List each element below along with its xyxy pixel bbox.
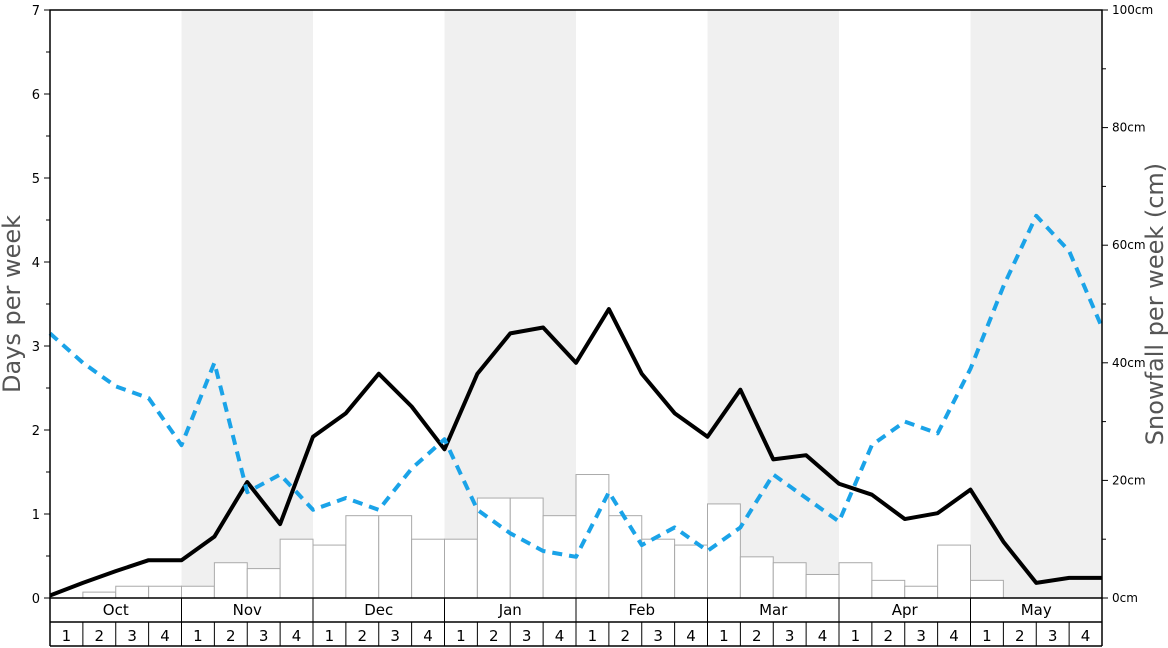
snowfall-bar <box>970 579 1004 599</box>
week-label: 2 <box>752 627 762 645</box>
left-axis: 0 1 2 3 4 5 6 7 <box>32 4 50 607</box>
snowfall-dashed-line <box>48 213 1104 559</box>
snowfall-bar <box>444 538 478 599</box>
x-axis: Oct Nov Dec Jan Feb Mar Apr May 1 2 3 4 1 2 3 4 1 2 3 4 1 2 3 4… <box>49 598 1103 647</box>
week-label: 1 <box>851 627 861 645</box>
week-label: 3 <box>1048 627 1058 645</box>
week-label: 1 <box>456 627 466 645</box>
month-label: Mar <box>759 601 788 619</box>
week-label: 2 <box>226 627 236 645</box>
snowfall-bar <box>674 544 708 599</box>
left-tick-label: 7 <box>32 4 40 19</box>
snowfall-bar <box>871 579 906 599</box>
left-tick-label: 4 <box>32 256 40 271</box>
week-label: 4 <box>423 627 433 645</box>
right-axis: 0cm 20cm 40cm 60cm 80cm 100cm <box>1102 3 1153 605</box>
week-label: 3 <box>259 627 269 645</box>
month-label: Dec <box>364 601 393 619</box>
week-label: 4 <box>555 627 565 645</box>
month-shading <box>181 10 1102 598</box>
snowfall-bar <box>213 562 248 599</box>
week-label: 4 <box>292 627 302 645</box>
month-label: Feb <box>628 601 655 619</box>
month-label: May <box>1021 601 1052 619</box>
snow-days-line <box>49 307 1102 598</box>
snowfall-bar <box>279 538 314 599</box>
snowfall-bar <box>411 538 445 599</box>
week-label: 4 <box>818 627 828 645</box>
y2-axis-title: Snowfall per week (cm) <box>1141 163 1168 445</box>
data-lines <box>48 213 1104 598</box>
week-label: 4 <box>949 627 959 645</box>
snowfall-bar <box>707 503 741 599</box>
week-label: 1 <box>982 627 992 645</box>
left-tick-label: 1 <box>32 508 40 523</box>
snowfall-bar <box>904 585 939 599</box>
week-label: 1 <box>325 627 335 645</box>
snowfall-bars <box>82 474 1004 599</box>
snowfall-bar <box>805 573 840 599</box>
week-label: 3 <box>785 627 795 645</box>
y-axis-title: Days per week <box>0 215 26 393</box>
snowfall-bar <box>115 585 150 599</box>
week-label: 1 <box>193 627 203 645</box>
week-label: 2 <box>884 627 894 645</box>
snowfall-bar <box>608 515 643 599</box>
snowfall-bar <box>345 515 380 599</box>
snowfall-bar <box>838 562 873 599</box>
month-label: Jan <box>498 601 522 619</box>
week-label: 2 <box>358 627 368 645</box>
snowfall-bar <box>312 544 347 599</box>
week-label: 2 <box>621 627 631 645</box>
left-tick-label: 6 <box>32 88 40 103</box>
snowfall-bar <box>148 585 182 599</box>
snowfall-bar <box>739 556 774 599</box>
week-label: 1 <box>588 627 598 645</box>
week-label: 2 <box>489 627 499 645</box>
snowfall-bar <box>181 585 215 599</box>
snowfall-bar <box>246 568 281 599</box>
right-tick-label: 40cm <box>1112 356 1146 370</box>
snowfall-bar <box>641 538 676 599</box>
right-tick-label: 0cm <box>1112 591 1138 605</box>
right-tick-label: 20cm <box>1112 473 1146 487</box>
week-label: 4 <box>160 627 170 645</box>
month-label: Nov <box>233 601 262 619</box>
snowfall-bar <box>575 474 610 599</box>
snowfall-bar <box>772 562 807 599</box>
month-shade-may <box>970 10 1102 598</box>
week-label: 3 <box>522 627 532 645</box>
snowfall-bar <box>937 544 971 599</box>
snowfall-bar <box>82 591 117 599</box>
right-tick-label: 80cm <box>1112 121 1146 135</box>
week-label: 4 <box>686 627 696 645</box>
week-label: 2 <box>95 627 105 645</box>
week-label: 2 <box>1015 627 1025 645</box>
week-label: 3 <box>390 627 400 645</box>
week-label: 3 <box>653 627 663 645</box>
week-label: 3 <box>916 627 926 645</box>
week-label: 4 <box>1081 627 1091 645</box>
month-shade-mar <box>707 10 839 598</box>
week-label: 1 <box>719 627 729 645</box>
month-label: Oct <box>103 601 129 619</box>
right-tick-label: 60cm <box>1112 238 1146 252</box>
left-tick-label: 3 <box>32 340 40 355</box>
left-tick-label: 5 <box>32 172 40 187</box>
left-tick-label: 0 <box>32 592 40 607</box>
left-tick-label: 2 <box>32 424 40 439</box>
month-shade-nov <box>181 10 313 598</box>
week-label: 3 <box>127 627 137 645</box>
month-label: Apr <box>892 601 919 619</box>
right-tick-label: 100cm <box>1112 3 1153 17</box>
week-label: 1 <box>62 627 72 645</box>
snowfall-bar <box>378 515 413 599</box>
